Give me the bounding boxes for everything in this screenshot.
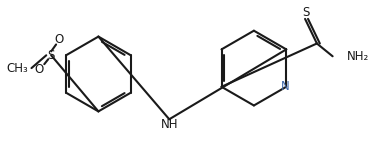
Text: NH: NH [160, 118, 178, 131]
Text: O: O [35, 63, 44, 76]
Text: S: S [302, 6, 310, 20]
Text: NH₂: NH₂ [346, 50, 369, 63]
Text: S: S [48, 49, 55, 62]
Text: O: O [54, 33, 64, 46]
Text: CH₃: CH₃ [7, 62, 29, 75]
Text: N: N [281, 80, 290, 93]
